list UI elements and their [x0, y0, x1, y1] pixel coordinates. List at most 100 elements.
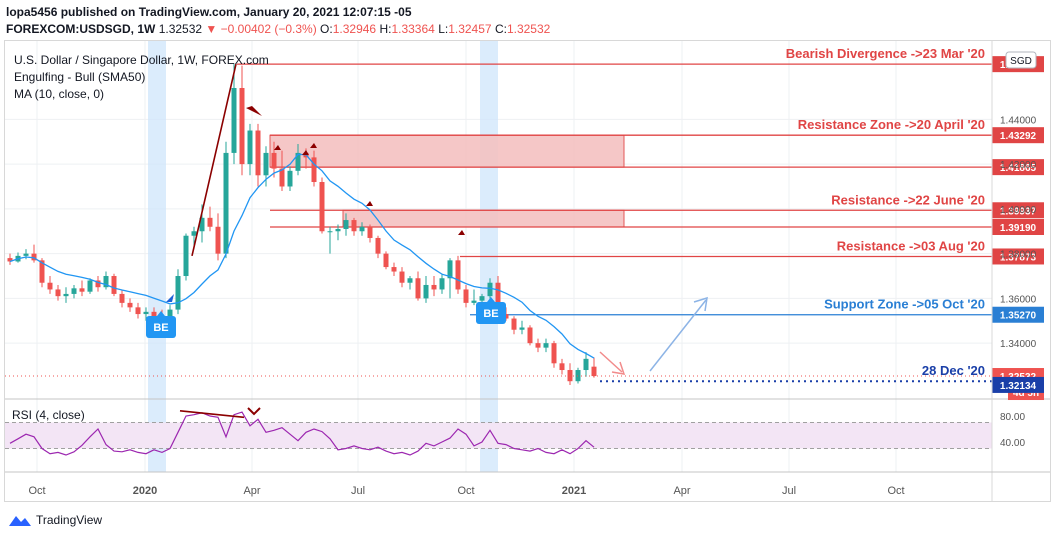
candle-body-47: [383, 253, 389, 268]
last-price: 1.32532: [158, 22, 203, 36]
resistance-zone-april: [269, 134, 625, 168]
candle-body-43: [351, 220, 357, 232]
candle-body-36: [295, 152, 301, 171]
close-label: C:: [494, 22, 507, 36]
time-axis-label-7: Jul: [782, 485, 796, 497]
rsi-divergence-chevron-icon: [247, 407, 261, 416]
candle-body-8: [71, 288, 77, 294]
publisher-line: lopa5456 published on TradingView.com, J…: [6, 5, 412, 19]
up-arrow-icon: [693, 296, 708, 312]
be-badge-box-1: [476, 302, 506, 324]
candle-body-48: [391, 267, 397, 272]
candle-body-40: [327, 231, 333, 233]
be-label-0: BE: [153, 322, 168, 334]
open-label: O:: [320, 22, 333, 36]
candle-body-6: [55, 289, 61, 297]
candle-body-33: [271, 152, 277, 169]
down-projection-arrow: [599, 351, 623, 373]
candle-body-72: [583, 358, 589, 371]
level-label-3: Resistance ->22 June '20: [831, 192, 985, 207]
legend-rsi: RSI (4, close): [12, 408, 85, 422]
candle-body-63: [511, 318, 517, 330]
price-tag-6: 1.35270: [1000, 311, 1037, 322]
bearish-signal-icon-0: [274, 145, 281, 150]
bearish-signal-icon-1: [302, 150, 309, 155]
footer: TradingView: [8, 513, 102, 527]
candle-body-49: [399, 271, 405, 283]
rsi-axis-tick-0: 80.00: [1000, 412, 1025, 423]
be-label-1: BE: [483, 308, 498, 320]
bearish-signal-icon-3: [366, 201, 373, 206]
bearish-signal-icon-2: [310, 143, 317, 148]
ma-line: [9, 153, 595, 359]
time-axis-label-3: Jul: [351, 485, 365, 497]
candle-body-2: [23, 253, 29, 256]
rsi-line: [9, 411, 595, 456]
currency-badge: SGD: [1010, 56, 1032, 67]
candle-body-29: [239, 88, 245, 165]
candle-body-14: [119, 293, 125, 303]
candle-body-20: [167, 309, 173, 320]
candle-body-3: [31, 253, 37, 261]
price-tag-5: 1.37873: [1000, 252, 1037, 263]
high-label: H:: [379, 22, 392, 36]
candle-body-54: [439, 278, 445, 290]
candle-body-0: [7, 258, 13, 262]
low-label: L:: [438, 22, 449, 36]
candle-body-27: [223, 152, 229, 254]
price-change: ▼ −0.00402 (−0.3%): [205, 22, 317, 36]
price-axis-tick-1: 1.42000: [1000, 160, 1037, 171]
candle-body-18: [151, 311, 157, 317]
time-axis-label-0: Oct: [28, 485, 45, 497]
time-axis-label-1: 2020: [133, 485, 157, 497]
candle-body-55: [447, 260, 453, 279]
candle-body-5: [47, 282, 53, 290]
candle-body-32: [263, 152, 269, 176]
low-price-tag: 1.32134: [1000, 381, 1037, 392]
candle-body-69: [559, 363, 565, 371]
bearish-arrow-icon: [246, 106, 262, 116]
level-label-6: Support Zone ->05 Oct '20: [824, 297, 985, 312]
price-tag-box-5: [992, 248, 1044, 265]
current-date-label: 28 Dec '20: [922, 363, 985, 378]
time-axis-label-5: 2021: [562, 485, 586, 497]
time-axis-label-6: Apr: [673, 485, 690, 497]
candle-body-17: [143, 311, 149, 315]
legend-ma: MA (10, close, 0): [14, 87, 104, 101]
price-axis-tick-5: 1.34000: [1000, 339, 1037, 350]
candle-body-67: [543, 343, 549, 348]
candle-body-26: [215, 226, 221, 254]
candle-body-60: [487, 282, 493, 297]
symbol-label: FOREXCOM:USDSGD, 1W: [6, 22, 156, 36]
candle-body-59: [479, 296, 485, 301]
divergence-line-rsi: [179, 410, 245, 419]
candle-body-15: [127, 302, 133, 308]
candle-body-41: [335, 229, 341, 232]
candle-body-13: [111, 276, 117, 294]
candle-body-64: [519, 327, 525, 330]
highlight-band-0: [148, 41, 166, 472]
time-axis-label-4: Oct: [457, 485, 474, 497]
low-price-tag-box: [992, 376, 1044, 393]
be-badge-box-0: [146, 316, 176, 338]
candle-body-66: [535, 343, 541, 348]
price-tag-4: 1.39190: [1000, 223, 1037, 234]
candle-body-21: [175, 276, 181, 310]
chart-frame: [4, 40, 1051, 502]
be-badge-pointer-0: [157, 311, 165, 316]
candle-body-35: [287, 170, 293, 187]
currency-badge-box[interactable]: [1005, 51, 1037, 69]
candle-body-34: [279, 168, 285, 187]
price-tag-2: 1.41865: [1000, 163, 1037, 174]
candle-body-4: [39, 260, 45, 283]
price-tag-3: 1.39937: [1000, 206, 1037, 217]
candle-body-53: [431, 284, 437, 290]
open-value: 1.32946: [332, 22, 377, 36]
countdown-tag: 4d 5h: [1013, 388, 1039, 399]
candle-body-56: [455, 260, 461, 290]
candle-body-38: [311, 157, 317, 183]
price-axis-tick-2: 1.40000: [1000, 205, 1037, 216]
publish-info: lopa5456 published on TradingView.com, J…: [6, 5, 412, 19]
close-value: 1.32532: [506, 22, 551, 36]
